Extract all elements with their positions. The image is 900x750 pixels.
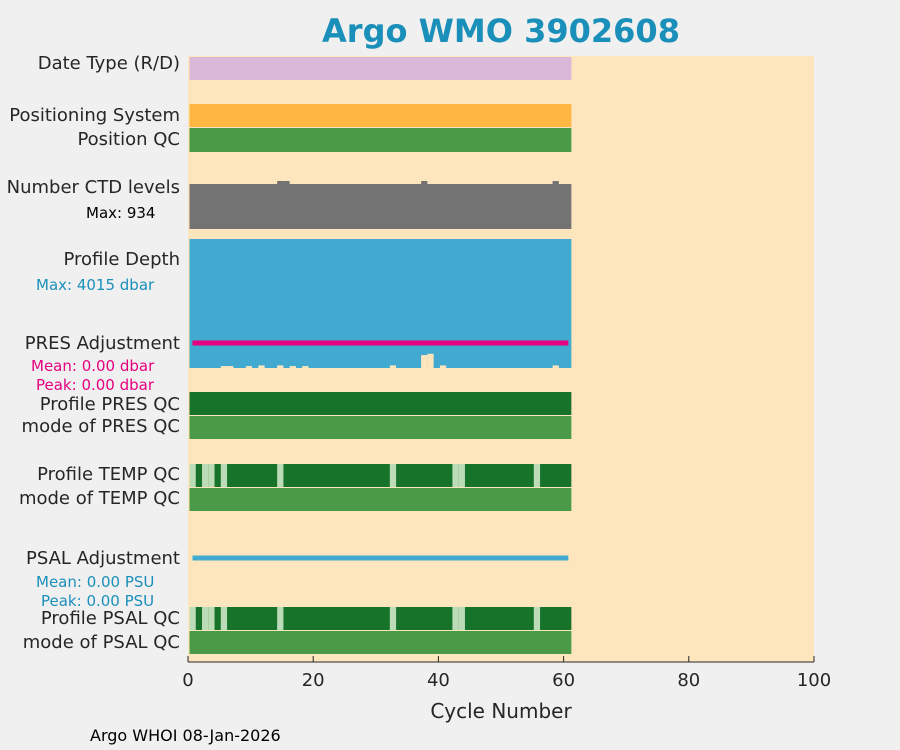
- position-qc-bar: [189, 128, 572, 152]
- row-label-pres-adjustment: PRES Adjustment: [24, 333, 180, 354]
- ctd-levels-spike: [277, 181, 284, 185]
- row-label-position-qc: Position QC: [77, 129, 180, 150]
- x-axis-label: Cycle Number: [430, 699, 572, 723]
- pres-adjust-mean: Mean: 0.00 dbar: [31, 357, 155, 375]
- profile-depth-shortfall: [421, 355, 428, 368]
- profile-temp-qc-cell: [389, 464, 397, 487]
- row-label-profile-depth: Profile Depth: [63, 249, 180, 270]
- profile-temp-qc-cell: [533, 464, 541, 487]
- ctd-max-note: Max: 934: [86, 204, 156, 222]
- row-label-date-type: Date Type (R/D): [37, 53, 180, 74]
- profile-depth-shortfall: [439, 365, 447, 368]
- profile-temp-qc-cell: [208, 464, 215, 487]
- mode-pres-qc-bar: [189, 416, 572, 439]
- profile-depth-shortfall: [289, 366, 296, 368]
- profile-depth-shortfall: [220, 366, 228, 368]
- profile-psal-qc-cell: [202, 607, 209, 630]
- date-type-bar: [189, 57, 572, 80]
- profile-psal-qc-cell: [220, 607, 228, 630]
- profile-temp-qc-cell: [277, 464, 284, 487]
- profile-temp-qc-cell: [202, 464, 209, 487]
- ctd-levels-bar: [189, 184, 572, 229]
- row-label-profile-pres-qc: Profile PRES QC: [39, 394, 180, 415]
- x-tick-label: 100: [797, 670, 831, 691]
- x-tick-label: 20: [302, 670, 325, 691]
- row-label-mode-temp-qc: mode of TEMP QC: [18, 488, 180, 509]
- chart-title: Argo WMO 3902608: [322, 12, 680, 50]
- profile-psal-qc-cell: [389, 607, 397, 630]
- footer-credit: Argo WHOI 08-Jan-2026: [90, 726, 281, 745]
- psal-adjust-mean: Mean: 0.00 PSU: [36, 573, 155, 591]
- profile-psal-qc-cell: [458, 607, 465, 630]
- profile-temp-qc-cell: [452, 464, 459, 487]
- pres-adjust-peak: Peak: 0.00 dbar: [36, 376, 155, 394]
- profile-psal-qc-bar: [189, 607, 572, 630]
- row-label-profile-temp-qc: Profile TEMP QC: [37, 464, 180, 485]
- mode-psal-qc-bar: [189, 631, 572, 654]
- row-label-mode-pres-qc: mode of PRES QC: [21, 416, 180, 437]
- profile-depth-shortfall: [245, 366, 253, 368]
- profile-depth-shortfall: [389, 365, 397, 368]
- profile-psal-qc-cell: [533, 607, 541, 630]
- profile-depth-shortfall: [427, 353, 434, 368]
- profile-depth-bar: [189, 239, 572, 368]
- profile-depth-shortfall: [258, 365, 265, 368]
- positioning-system-bar: [189, 104, 572, 127]
- profile-depth-shortfall: [227, 366, 234, 368]
- profile-temp-qc-cell: [220, 464, 228, 487]
- row-label-profile-psal-qc: Profile PSAL QC: [40, 608, 180, 629]
- profile-temp-qc-bar: [189, 464, 572, 487]
- mode-temp-qc-bar: [189, 488, 572, 511]
- x-tick-label: 80: [677, 670, 700, 691]
- profile-depth-shortfall: [277, 365, 284, 368]
- row-label-psal-adjustment: PSAL Adjustment: [25, 548, 180, 569]
- profile-psal-qc-cell: [452, 607, 459, 630]
- profile-temp-qc-cell: [189, 464, 196, 487]
- ctd-levels-spike: [421, 181, 428, 185]
- psal-adjust-peak: Peak: 0.00 PSU: [41, 592, 155, 610]
- row-label-ctd-levels: Number CTD levels: [6, 177, 180, 198]
- profile-depth-shortfall: [552, 365, 559, 368]
- profile-pres-qc-bar: [189, 392, 572, 415]
- ctd-levels-spike: [552, 181, 559, 185]
- profile-temp-qc-cell: [458, 464, 465, 487]
- profile-psal-qc-cell: [277, 607, 284, 630]
- x-tick-label: 0: [182, 670, 193, 691]
- profile-psal-qc-cell: [189, 607, 196, 630]
- ctd-levels-spike: [283, 181, 290, 185]
- profile-depth-shortfall: [302, 366, 309, 368]
- depth-max-note: Max: 4015 dbar: [36, 276, 155, 294]
- x-tick-label: 60: [552, 670, 575, 691]
- row-label-mode-psal-qc: mode of PSAL QC: [22, 632, 180, 653]
- row-label-positioning: Positioning System: [9, 105, 180, 126]
- profile-psal-qc-cell: [208, 607, 215, 630]
- x-tick-label: 40: [427, 670, 450, 691]
